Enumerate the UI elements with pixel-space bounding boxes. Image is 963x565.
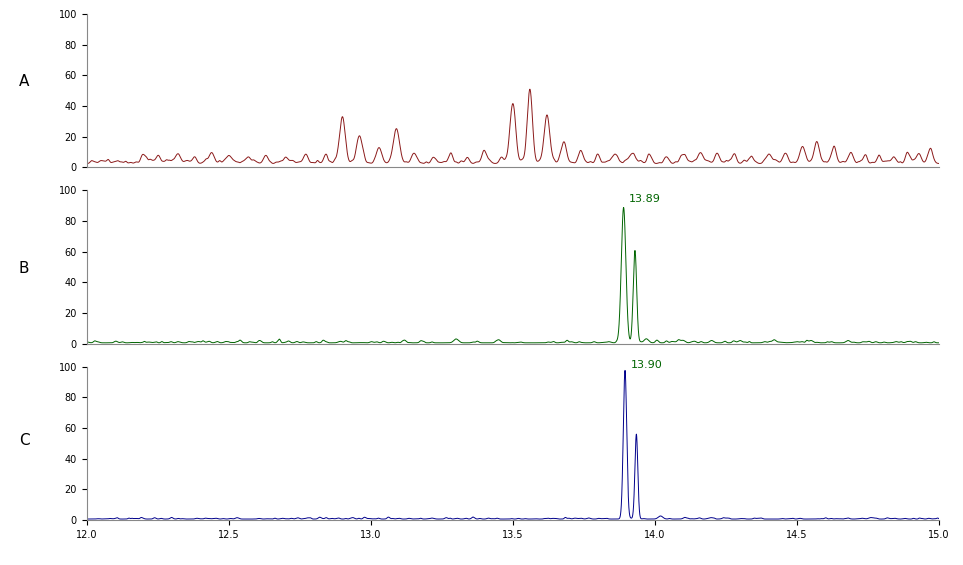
Text: B: B [19,261,29,276]
Text: C: C [18,433,30,448]
Text: 13.90: 13.90 [631,360,663,370]
Text: 13.89: 13.89 [629,194,662,204]
Text: A: A [19,75,29,89]
